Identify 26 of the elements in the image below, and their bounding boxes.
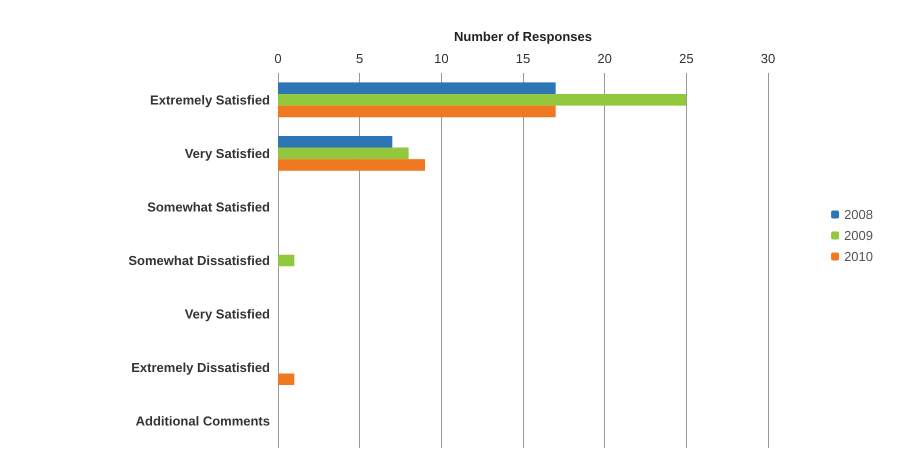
legend-label: 2008 bbox=[844, 207, 873, 222]
bar bbox=[278, 148, 409, 160]
bar bbox=[278, 136, 392, 148]
y-tick-label: Very Satisfied bbox=[184, 146, 270, 161]
bar bbox=[278, 159, 425, 171]
bar bbox=[278, 373, 294, 386]
bar bbox=[278, 106, 556, 118]
x-tick-label: 5 bbox=[356, 51, 364, 66]
bar bbox=[278, 82, 556, 94]
x-tick-label: 30 bbox=[760, 51, 776, 66]
bar bbox=[278, 94, 686, 106]
legend-label: 2009 bbox=[844, 228, 873, 243]
legend-label: 2010 bbox=[844, 249, 873, 264]
bar bbox=[278, 254, 294, 266]
x-tick-label: 20 bbox=[597, 51, 612, 66]
x-tick-label: 0 bbox=[274, 51, 282, 66]
x-tick-label: 15 bbox=[516, 51, 530, 66]
y-tick-label: Additional Comments bbox=[136, 414, 270, 429]
x-tick-label: 25 bbox=[679, 51, 694, 66]
x-tick-label: 10 bbox=[434, 51, 449, 66]
y-tick-label: Very Satisfied bbox=[184, 306, 270, 322]
y-tick-label: Extremely Satisfied bbox=[150, 92, 270, 108]
x-axis-title: Number of Responses bbox=[454, 29, 592, 44]
y-tick-label: Extremely Dissatisfied bbox=[131, 360, 270, 376]
y-tick-label: Somewhat Satisfied bbox=[147, 199, 270, 214]
y-tick-label: Somewhat Dissatisfied bbox=[128, 253, 270, 268]
